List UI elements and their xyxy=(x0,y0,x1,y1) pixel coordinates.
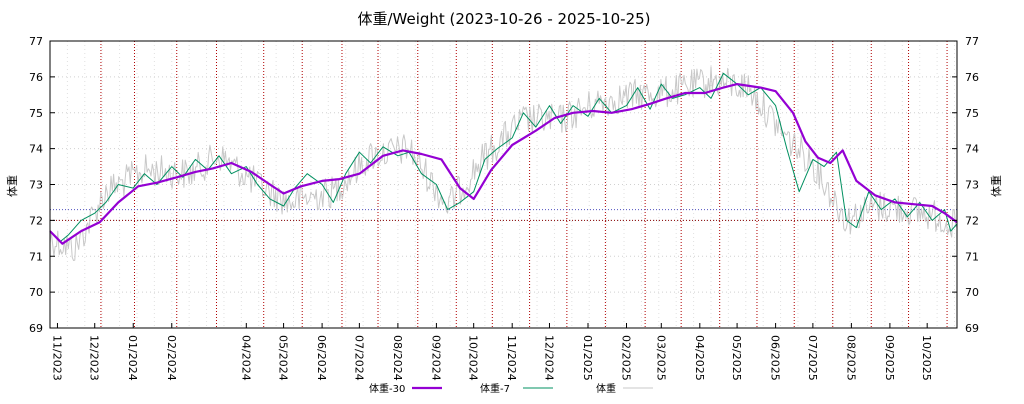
y-tick-label-right: 74 xyxy=(965,143,979,156)
x-tick-label: 12/2023 xyxy=(88,335,101,381)
series-lines xyxy=(49,66,958,261)
x-tick-label: 11/2024 xyxy=(505,335,518,381)
x-tick-label: 09/2025 xyxy=(883,335,896,381)
y-tick-label-left: 71 xyxy=(29,250,43,263)
month-markers xyxy=(100,41,948,328)
x-tick-label: 12/2024 xyxy=(543,335,556,381)
y-tick-label-left: 77 xyxy=(29,35,43,48)
x-tick-label: 07/2025 xyxy=(806,335,819,381)
x-ticks: 11/2023 12/2023 01/2024 02/2024 04/2024 05/20… xyxy=(51,323,933,381)
reference-lines xyxy=(50,209,957,221)
x-tick-label: 08/2025 xyxy=(844,335,857,381)
y-ticks: 69 69 70 70 71 71 72 72 73 73 74 74 75 75 76 76 77 77 xyxy=(29,35,979,335)
x-tick-label: 02/2024 xyxy=(165,335,178,381)
x-tick-label: 01/2025 xyxy=(581,335,594,381)
x-tick-label: 10/2025 xyxy=(920,335,933,381)
x-tick-label: 04/2025 xyxy=(693,335,706,381)
y-tick-label-left: 72 xyxy=(29,214,43,227)
y-tick-label-right: 76 xyxy=(965,71,979,84)
grid xyxy=(49,40,957,329)
x-tick-label: 04/2024 xyxy=(239,335,252,381)
x-tick-label: 03/2025 xyxy=(654,335,667,381)
y-tick-label-right: 70 xyxy=(965,286,979,299)
y-tick-label-right: 77 xyxy=(965,35,979,48)
x-tick-label: 05/2025 xyxy=(730,335,743,381)
y-tick-label-left: 73 xyxy=(29,179,43,192)
x-tick-label: 06/2024 xyxy=(315,335,328,381)
x-tick-label: 10/2024 xyxy=(467,335,480,381)
x-tick-label: 08/2024 xyxy=(391,335,404,381)
y-tick-label-right: 71 xyxy=(965,250,979,263)
x-tick-label: 06/2025 xyxy=(769,335,782,381)
legend: 体重-30 体重-7 体重 xyxy=(369,382,653,395)
x-tick-label: 02/2025 xyxy=(620,335,633,381)
y-tick-label-right: 75 xyxy=(965,107,979,120)
series-line-0 xyxy=(49,83,958,245)
y-tick-label-left: 75 xyxy=(29,107,43,120)
chart-title: 体重/Weight (2023-10-26 - 2025-10-25) xyxy=(357,10,650,28)
series-line-2 xyxy=(49,66,958,261)
y-axis-label-left: 体重 xyxy=(5,175,19,197)
y-tick-label-right: 72 xyxy=(965,214,979,227)
x-tick-label: 01/2024 xyxy=(126,335,139,381)
x-tick-label: 09/2024 xyxy=(429,335,442,381)
y-tick-label-left: 70 xyxy=(29,286,43,299)
series-line-1 xyxy=(49,72,958,243)
legend-label-0: 体重-30 xyxy=(369,382,405,395)
y-tick-label-right: 73 xyxy=(965,179,979,192)
y-tick-label-left: 76 xyxy=(29,71,43,84)
x-tick-label: 11/2023 xyxy=(51,335,64,381)
y-tick-label-left: 74 xyxy=(29,143,43,156)
x-tick-label: 07/2024 xyxy=(352,335,365,381)
y-tick-label-right: 69 xyxy=(965,322,979,335)
legend-label-2: 体重 xyxy=(596,382,616,395)
legend-label-1: 体重-7 xyxy=(480,382,510,395)
y-axis-label-right: 体重 xyxy=(989,175,1003,197)
x-tick-label: 05/2024 xyxy=(277,335,290,381)
y-tick-label-left: 69 xyxy=(29,322,43,335)
